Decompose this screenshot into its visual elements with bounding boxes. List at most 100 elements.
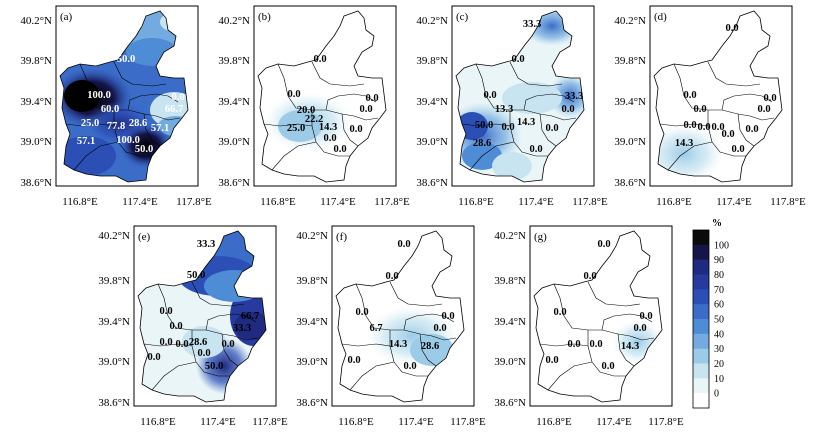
lat-tick: 40.2°N — [20, 15, 52, 27]
station-value: 0.0 — [731, 144, 744, 155]
station-labels-c: 33.3 0.0 0.0 33.3 13.3 0.0 50.0 0.0 14.3… — [473, 19, 583, 155]
station-value: 13.3 — [495, 104, 513, 115]
lat-tick: 39.4°N — [614, 96, 646, 108]
station-value: 50.0 — [135, 144, 153, 155]
station-value: 33.3 — [124, 19, 142, 30]
map-panel-c — [451, 5, 595, 187]
lon-tick: 117.4°E — [596, 416, 632, 428]
station-value: 25.0 — [81, 118, 99, 129]
lat-tick: 38.6°N — [494, 397, 526, 409]
station-value: 0.0 — [763, 93, 776, 104]
lon-tick: 116.8°E — [458, 196, 494, 208]
station-value: 50.0 — [117, 54, 135, 65]
station-value: 0.0 — [597, 239, 610, 250]
station-value: 0.0 — [683, 120, 696, 131]
station-value: 0.0 — [545, 123, 558, 134]
station-value: 0.0 — [349, 124, 362, 135]
station-value: 0.0 — [159, 337, 172, 348]
lat-tick: 39.4°N — [494, 316, 526, 328]
station-value: 28.6 — [473, 138, 491, 149]
lat-tick: 38.6°N — [614, 177, 646, 189]
station-value: 0.0 — [385, 271, 398, 282]
station-value: 0.0 — [721, 129, 734, 140]
lat-tick: 39.0°N — [20, 136, 52, 148]
station-value: 0.0 — [433, 323, 446, 334]
colorbar-frame — [692, 229, 710, 409]
map-panel-b — [253, 5, 397, 187]
panel-letter-b: (b) — [258, 11, 271, 23]
station-labels-a: 33.3 50.0 100.0 60.0 0.0 66.7 25.0 77.8 … — [77, 19, 185, 155]
panel-letter-e: (e) — [138, 231, 151, 243]
station-value: 60.0 — [101, 104, 119, 115]
station-value: 20.0 — [297, 105, 315, 116]
lat-tick: 40.2°N — [98, 230, 130, 242]
station-value: 0.0 — [287, 89, 300, 100]
station-value: 0.0 — [561, 104, 574, 115]
lon-tick: 117.8°E — [648, 416, 684, 428]
station-value: 77.8 — [107, 121, 125, 132]
lon-tick: 117.4°E — [200, 416, 236, 428]
map-panel-d — [649, 5, 793, 187]
lon-tick: 117.8°E — [374, 196, 410, 208]
lat-tick: 39.8°N — [218, 55, 250, 67]
lat-tick: 38.6°N — [20, 177, 52, 189]
lat-tick: 39.4°N — [218, 96, 250, 108]
station-value: 0.0 — [221, 339, 234, 350]
station-value: 0.0 — [697, 122, 710, 133]
lon-axis-f: 116.8°E 117.4°E 117.8°E — [338, 416, 486, 428]
station-value: 50.0 — [187, 270, 205, 281]
station-value: 0.0 — [757, 104, 770, 115]
lon-axis-d: 116.8°E 117.4°E 117.8°E — [656, 196, 806, 208]
colorbar-tick-label: 0 — [714, 389, 719, 400]
station-value: 57.1 — [151, 123, 169, 134]
station-value: 28.6 — [189, 337, 207, 348]
colorbar-swatch — [693, 274, 709, 290]
panel-letter-f: (f) — [336, 231, 347, 243]
station-value: 22.2 — [305, 114, 323, 125]
colorbar-tick-label: 60 — [714, 300, 724, 311]
lon-tick: 117.4°E — [716, 196, 752, 208]
lat-tick: 39.0°N — [98, 356, 130, 368]
lon-axis-e: 116.8°E 117.4°E 117.8°E — [140, 416, 288, 428]
station-value: 0.0 — [545, 355, 558, 366]
panel-letter-g: (g) — [534, 231, 547, 243]
colorbar-tick-label: 100 — [714, 240, 729, 251]
colorbar-tick-label: 10 — [714, 374, 724, 385]
map-panel-e — [133, 225, 277, 407]
station-value: 0.0 — [529, 144, 542, 155]
lat-tick: 39.0°N — [218, 136, 250, 148]
station-value: 14.3 — [319, 122, 337, 133]
station-value: 0.0 — [483, 90, 496, 101]
colorbar-unit: % — [712, 218, 722, 229]
colorbar-tick-label: 30 — [714, 344, 724, 355]
station-value: 6.7 — [369, 323, 382, 334]
station-value: 0.0 — [169, 321, 182, 332]
station-value: 0.0 — [333, 144, 346, 155]
lat-tick: 39.0°N — [494, 356, 526, 368]
lat-tick: 39.4°N — [416, 96, 448, 108]
station-value: 66.7 — [241, 311, 259, 322]
station-value: 0.0 — [583, 271, 596, 282]
station-value: 100.0 — [116, 135, 140, 146]
lon-tick: 117.8°E — [572, 196, 608, 208]
lat-axis-c: 40.2°N 39.8°N 39.4°N 39.0°N 38.6°N — [416, 15, 448, 189]
lat-tick: 39.8°N — [614, 55, 646, 67]
station-value: 57.1 — [77, 136, 95, 147]
lat-tick: 40.2°N — [416, 15, 448, 27]
station-value: 0.0 — [711, 122, 724, 133]
station-value: 14.3 — [389, 339, 407, 350]
station-value: 0.0 — [171, 92, 184, 103]
station-value: 0.0 — [553, 307, 566, 318]
station-value: 14.3 — [517, 117, 535, 128]
station-value: 0.0 — [403, 361, 416, 372]
colorbar-swatch — [693, 259, 709, 275]
colorbar-tick-label: 90 — [714, 255, 724, 266]
station-value: 0.0 — [639, 311, 652, 322]
lon-axis-a: 116.8°E 117.4°E 117.8°E — [62, 196, 212, 208]
station-labels-e: 33.3 50.0 0.0 66.7 0.0 33.3 0.0 0.0 28.6… — [147, 239, 259, 372]
colorbar-tick-label: 50 — [714, 315, 724, 326]
lat-axis-d: 40.2°N 39.8°N 39.4°N 39.0°N 38.6°N — [614, 15, 646, 189]
